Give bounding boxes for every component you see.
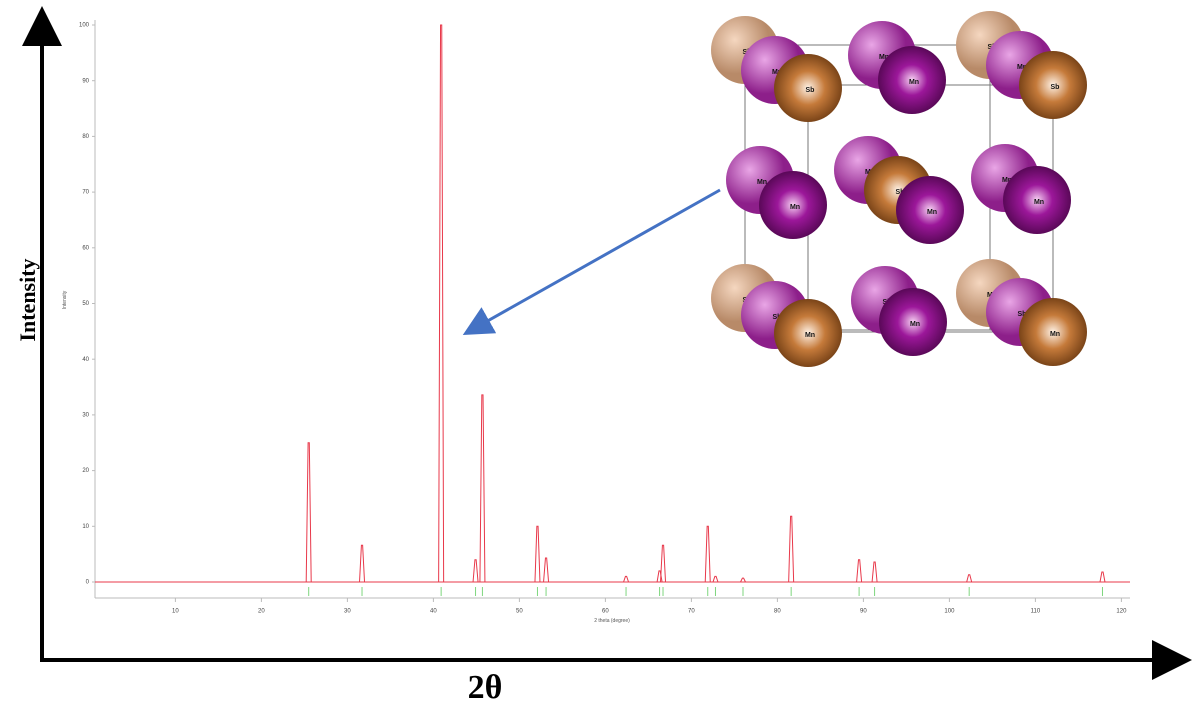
peak [535, 526, 540, 582]
peak [1100, 572, 1105, 582]
atom-label: Mn [805, 332, 815, 339]
atom-label: Sb [1051, 84, 1060, 91]
x-tick-label: 10 [172, 609, 179, 615]
peak [544, 558, 549, 582]
y-tick-label: 100 [79, 23, 90, 29]
x-tick-label: 50 [516, 609, 523, 615]
peak [789, 516, 794, 582]
atom-label: Mn [909, 79, 919, 86]
peak [872, 562, 877, 582]
atom-label: Mn [757, 179, 767, 186]
peak [624, 576, 629, 582]
y-tick-label: 40 [82, 357, 89, 363]
x-tick-label: 110 [1031, 609, 1041, 615]
y-tick-label: 30 [82, 412, 89, 418]
x-tick-label: 100 [944, 609, 955, 615]
peak [705, 526, 710, 582]
peak [360, 545, 365, 582]
x-tick-label: 40 [430, 609, 437, 615]
x-tick-label: 20 [258, 609, 265, 615]
y-tick-label: 60 [82, 245, 89, 251]
peak [713, 576, 718, 582]
peak [473, 560, 478, 582]
atom-label: Mn [927, 209, 937, 216]
peak [661, 545, 666, 582]
y-tick-label: 20 [82, 468, 89, 474]
inner-x-label: 2 theta (degree) [594, 618, 630, 624]
x-axis-title: 2θ [468, 669, 503, 703]
peak [439, 25, 444, 582]
peak [741, 578, 746, 582]
y-tick-label: 0 [86, 580, 90, 586]
y-axis-title: Intensity [15, 258, 40, 341]
peak [306, 443, 311, 582]
y-tick-label: 80 [82, 134, 89, 140]
peak [480, 395, 485, 582]
y-tick-label: 50 [82, 301, 89, 307]
atom-label: Mn [1034, 199, 1044, 206]
inner-y-label: Intensity [62, 290, 68, 309]
x-tick-label: 90 [860, 609, 867, 615]
arrow [468, 190, 720, 332]
atom-label: Sb [806, 87, 815, 94]
chart: Intensity 2θ Intensity 2 theta (degree) … [0, 0, 1194, 703]
x-tick-label: 70 [688, 609, 695, 615]
x-tick-label: 80 [774, 609, 781, 615]
atom-label: Mn [1050, 331, 1060, 338]
atom-label: Mn [910, 321, 920, 328]
atom-label: Mn [790, 204, 800, 211]
x-tick-label: 120 [1116, 609, 1127, 615]
y-tick-label: 10 [82, 524, 89, 530]
x-tick-label: 60 [602, 609, 609, 615]
peak [857, 560, 862, 582]
crystal-structure: SbMnSbMnMnSbMnSbMnMnMnSbMnMnMnSbSbMnSbMn… [711, 11, 1087, 367]
y-tick-label: 70 [82, 190, 89, 196]
x-tick-label: 30 [344, 609, 351, 615]
y-tick-label: 90 [82, 78, 89, 84]
peak [967, 575, 972, 582]
